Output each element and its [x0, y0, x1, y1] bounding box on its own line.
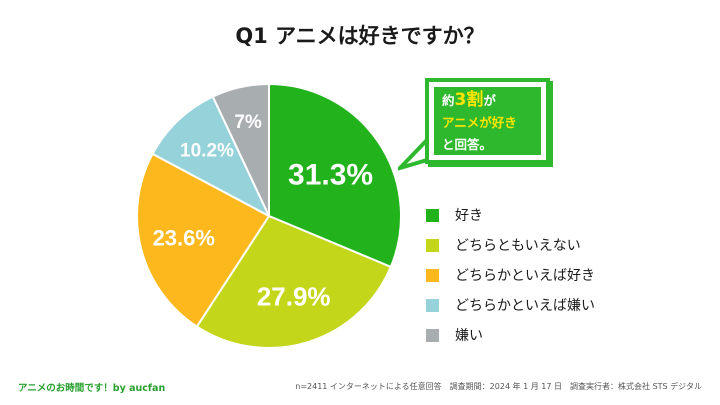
- legend-item-neutral: どちらともいえない: [426, 230, 595, 260]
- legend-swatch: [426, 268, 439, 282]
- legend-swatch: [426, 238, 439, 252]
- legend-item-lean-like: どちらかといえば好き: [426, 260, 595, 290]
- callout-suffix: が: [483, 93, 496, 108]
- legend: 好き どちらともいえない どちらかといえば好き どちらかといえば嫌い 嫌い: [426, 200, 595, 350]
- callout-line2: アニメが好き: [442, 115, 517, 130]
- slice-lean-dislike: [151, 95, 272, 219]
- pct-label-lean-dislike: 10.2%: [180, 140, 234, 161]
- pct-label-neutral: 27.9%: [257, 281, 331, 311]
- slice-neutral: [195, 214, 393, 349]
- callout-box: 約3割が アニメが好き と回答。: [425, 78, 550, 164]
- legend-item-like: 好き: [426, 200, 595, 230]
- legend-label: 嫌い: [455, 328, 483, 344]
- footer-survey-note: n=2411 インターネットによる任意回答 調査期間：2024 年 1 月 17…: [295, 382, 702, 391]
- legend-label: どちらかといえば嫌い: [455, 298, 595, 314]
- legend-swatch: [426, 208, 439, 222]
- callout-text: 約3割が アニメが好き と回答。: [434, 87, 541, 155]
- callout-unit: 割: [466, 90, 484, 110]
- legend-label: どちらともいえない: [455, 238, 581, 254]
- legend-swatch: [426, 298, 439, 312]
- callout-number: 3: [454, 90, 467, 110]
- legend-swatch: [426, 328, 439, 342]
- callout-line3: と回答。: [442, 137, 493, 152]
- footer-brand: アニメのお時間です！by aucfan: [18, 383, 166, 394]
- slice-lean-like: [136, 152, 271, 328]
- legend-label: どちらかといえば好き: [455, 268, 595, 284]
- legend-label: 好き: [455, 208, 483, 224]
- slice-dislike: [211, 82, 270, 217]
- legend-item-lean-dislike: どちらかといえば嫌い: [426, 290, 595, 320]
- pct-label-dislike: 7%: [234, 112, 262, 133]
- callout-prefix: 約: [442, 93, 455, 108]
- pct-label-lean-like: 23.6%: [153, 225, 215, 250]
- pct-label-like: 31.3%: [288, 158, 373, 191]
- legend-item-dislike: 嫌い: [426, 320, 595, 350]
- slice-like: [268, 82, 402, 269]
- callout-tail: [398, 138, 429, 171]
- chart-title: Q1 アニメは好きですか？: [235, 24, 485, 48]
